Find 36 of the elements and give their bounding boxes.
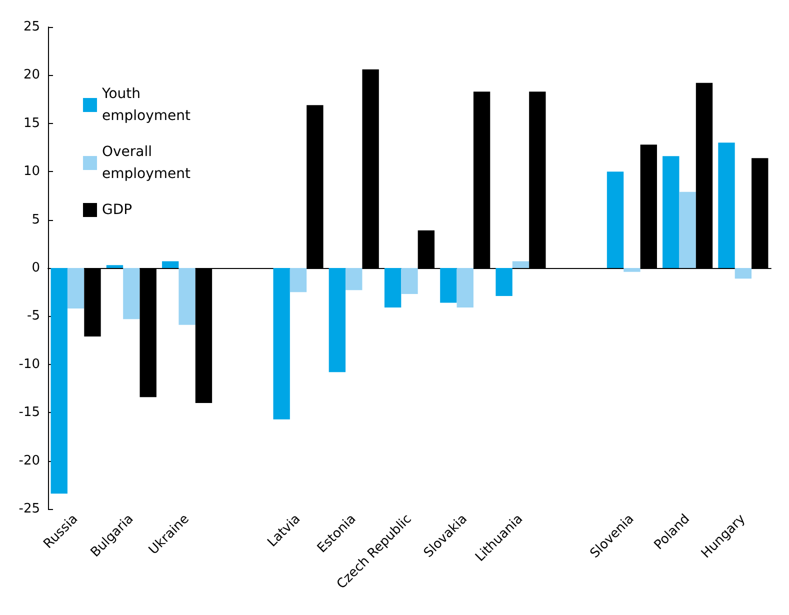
bar <box>273 268 290 420</box>
bar <box>718 142 735 268</box>
bar <box>328 268 346 372</box>
bar <box>440 268 457 303</box>
y-tick-label: 25 <box>23 20 40 34</box>
legend-label: Youth employment <box>101 86 191 124</box>
bar <box>162 261 179 268</box>
y-tick-label: 15 <box>23 116 40 131</box>
y-tick-label: -15 <box>18 405 40 420</box>
bar <box>384 268 402 308</box>
y-tick-label: 0 <box>32 260 40 276</box>
y-tick-label: -20 <box>18 453 40 468</box>
y-tick-label: -5 <box>27 308 40 324</box>
y-tick-label: 10 <box>23 164 40 180</box>
bar <box>679 192 696 268</box>
bar <box>662 156 680 268</box>
bar <box>346 268 362 290</box>
legend-label: Overall employment <box>102 144 191 182</box>
legend-label: GDP <box>102 202 132 218</box>
bar <box>624 268 640 272</box>
bar <box>290 268 307 292</box>
bar <box>178 268 196 325</box>
bar <box>50 268 68 494</box>
bar <box>512 261 530 268</box>
bar <box>456 268 474 308</box>
bar <box>106 265 124 268</box>
bar <box>123 268 140 320</box>
y-tick-label: -25 <box>18 502 40 516</box>
bar <box>67 268 84 308</box>
y-tick-label: 20 <box>23 68 40 83</box>
bar <box>606 172 624 268</box>
y-tick-label: -10 <box>18 356 40 372</box>
bar <box>401 268 418 294</box>
y-tick-label: 5 <box>32 212 40 228</box>
bar <box>734 268 752 279</box>
bar <box>496 268 512 296</box>
